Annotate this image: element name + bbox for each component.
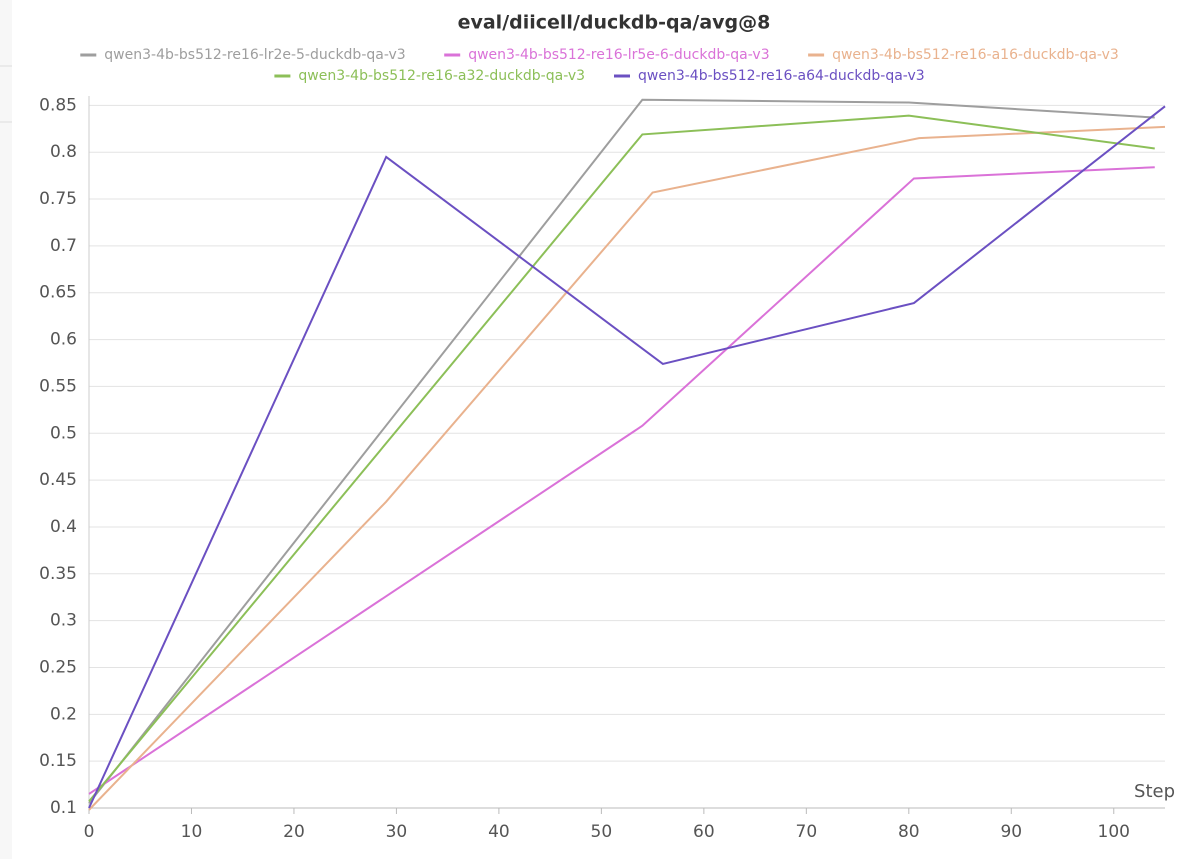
series-line [88,98,1155,804]
series-line [88,114,1155,803]
legend-label: qwen3-4b-bs512-re16-a16-duckdb-qa-v3 [832,47,1119,63]
x-tick-label: 40 [488,822,510,842]
y-tick-label: 0.6 [50,330,77,350]
y-tick-label: 0.45 [39,470,77,490]
x-tick-label: 100 [1098,822,1130,842]
x-tick-label: 70 [796,822,818,842]
x-tick-label: 80 [898,822,920,842]
legend-label: qwen3-4b-bs512-re16-a32-duckdb-qa-v3 [298,68,585,84]
y-tick-label: 0.85 [39,95,77,115]
x-tick-label: 0 [84,822,95,842]
series-line [88,166,1155,795]
legend-label: qwen3-4b-bs512-re16-lr5e-6-duckdb-qa-v3 [468,47,769,63]
y-tick-label: 0.2 [50,704,77,724]
legend-label: qwen3-4b-bs512-re16-lr2e-5-duckdb-qa-v3 [104,47,405,63]
legend-label: qwen3-4b-bs512-re16-a64-duckdb-qa-v3 [638,68,925,84]
x-tick-label: 50 [591,822,613,842]
y-tick-label: 0.75 [39,189,77,209]
x-tick-label: 20 [283,822,305,842]
y-tick-label: 0.15 [39,751,77,771]
side-panel [0,0,12,859]
y-tick-label: 0.5 [50,423,77,443]
y-tick-label: 0.55 [39,376,77,396]
x-tick-label: 30 [386,822,408,842]
series-line [88,105,1166,809]
y-tick-label: 0.4 [50,517,77,537]
x-tick-label: 60 [693,822,715,842]
y-tick-label: 0.8 [50,142,77,162]
x-tick-label: 90 [1000,822,1022,842]
y-tick-label: 0.1 [50,798,77,818]
x-tick-label: 10 [181,822,203,842]
series-line [88,125,1166,811]
y-tick-label: 0.3 [50,611,77,631]
y-tick-label: 0.25 [39,657,77,677]
y-tick-label: 0.65 [39,283,77,303]
chart-title: eval/diicell/duckdb-qa/avg@8 [458,12,771,34]
x-axis-label: Step [1134,781,1175,802]
y-tick-label: 0.7 [50,236,77,256]
y-tick-label: 0.35 [39,564,77,584]
